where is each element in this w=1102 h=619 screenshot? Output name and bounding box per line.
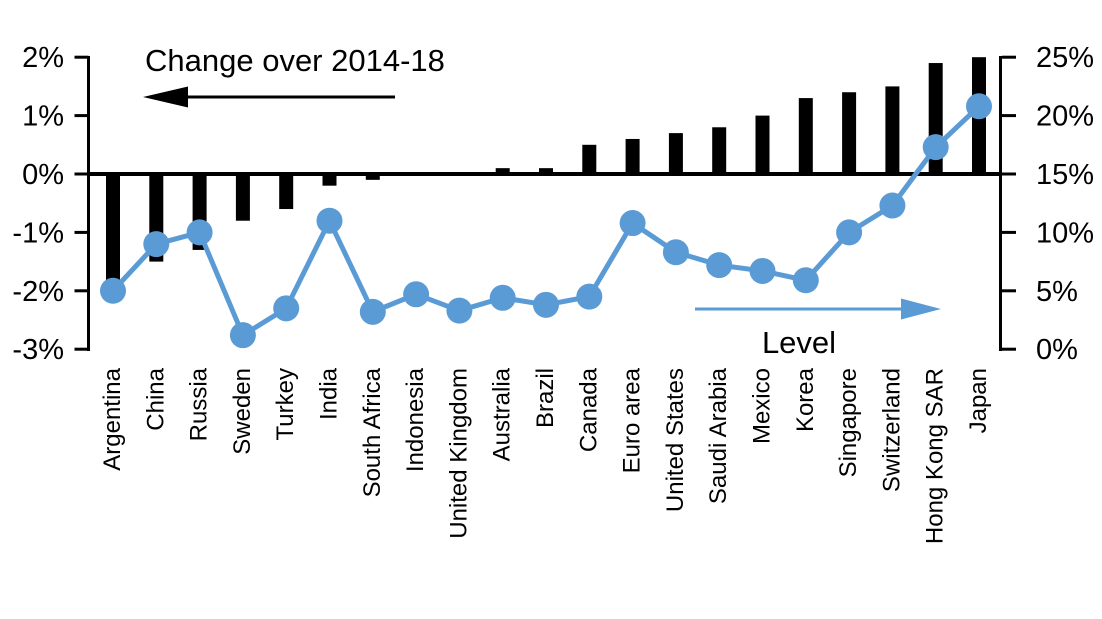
- right-axis-tick: [1002, 289, 1016, 293]
- category-label: South Africa: [359, 367, 386, 497]
- right-axis-tick: [1002, 347, 1016, 351]
- right-axis-tick: [1002, 230, 1016, 234]
- left-axis-tick: [74, 347, 89, 351]
- bar: [582, 144, 597, 174]
- left-axis-tick: [74, 55, 89, 59]
- line-marker: [316, 207, 343, 234]
- line-marker: [533, 291, 559, 318]
- line-marker: [879, 192, 906, 219]
- left-arrow-icon: [143, 86, 395, 108]
- bar: [279, 174, 294, 210]
- right-tick-label: 25%: [1036, 42, 1094, 74]
- left-tick-label: -1%: [12, 217, 64, 249]
- category-label: Russia: [186, 367, 213, 441]
- left-tick-label: 1%: [22, 101, 64, 133]
- bar: [755, 115, 770, 174]
- line-marker: [403, 281, 430, 308]
- left-tick-label: 2%: [22, 42, 64, 74]
- line-marker: [229, 322, 256, 349]
- category-label: Switzerland: [878, 368, 905, 492]
- bar-series-annotation-label: Change over 2014-18: [145, 43, 445, 78]
- right-axis-tick: [1002, 55, 1016, 59]
- bar: [106, 174, 120, 291]
- bar: [365, 174, 380, 180]
- category-labels-layer: Argentina China Russia Sweden Turkey India Sou…: [99, 367, 992, 544]
- line-marker: [186, 219, 213, 246]
- zero-line: [87, 172, 1002, 176]
- category-label: India: [316, 367, 343, 420]
- line-marker: [143, 231, 170, 258]
- category-label: Sweden: [229, 368, 256, 455]
- left-axis-tick: [74, 230, 89, 234]
- line-marker: [489, 284, 516, 311]
- bar: [668, 133, 683, 174]
- bar: [712, 127, 727, 174]
- category-label: Canada: [575, 367, 602, 452]
- axes-layer: 2% 1% 0% -1% -2% -3% 25% 20% 15% 10% 5% 0%: [12, 42, 1094, 366]
- line-marker: [706, 252, 733, 279]
- bar: [539, 168, 553, 174]
- category-label: United Kingdom: [445, 368, 472, 539]
- right-arrow-icon: [695, 298, 941, 320]
- right-axis-line: [999, 56, 1002, 351]
- line-marker: [749, 257, 776, 284]
- left-tick-label: -3%: [12, 334, 64, 366]
- bar: [235, 174, 250, 221]
- right-axis-tick: [1002, 172, 1016, 176]
- right-tick-label: 0%: [1036, 334, 1078, 366]
- left-axis-tick: [74, 114, 89, 118]
- right-tick-label: 20%: [1036, 101, 1094, 133]
- bar: [842, 92, 857, 174]
- line-marker: [619, 210, 646, 237]
- right-tick-label: 15%: [1036, 159, 1094, 191]
- bar: [495, 168, 510, 174]
- right-tick-label: 5%: [1036, 276, 1078, 308]
- bar: [625, 138, 640, 174]
- left-axis-tick: [74, 289, 89, 293]
- right-axis-tick: [1002, 114, 1016, 118]
- line-marker: [922, 134, 949, 161]
- category-label: United States: [662, 368, 689, 512]
- left-tick-label: -2%: [12, 276, 64, 308]
- category-label: Saudi Arabia: [705, 367, 732, 504]
- line-marker: [100, 277, 126, 304]
- line-marker: [576, 283, 603, 310]
- category-label: Turkey: [272, 368, 299, 440]
- category-label: Hong Kong SAR: [922, 368, 949, 544]
- category-label: Japan: [965, 368, 992, 433]
- line-series-annotation-label: Level: [762, 325, 836, 360]
- line-marker: [966, 93, 992, 120]
- line-marker: [836, 219, 863, 246]
- category-label: Korea: [792, 367, 819, 432]
- line-marker: [662, 239, 689, 266]
- bar: [798, 98, 813, 174]
- category-label: Indonesia: [402, 367, 429, 472]
- bar: [885, 86, 900, 174]
- line-marker: [273, 295, 300, 322]
- right-tick-label: 10%: [1036, 217, 1094, 249]
- line-marker: [446, 297, 473, 324]
- left-tick-label: 0%: [22, 159, 64, 191]
- left-axis-line: [87, 56, 90, 351]
- category-label: Singapore: [835, 368, 862, 477]
- line-marker: [792, 267, 819, 294]
- category-label: Mexico: [749, 368, 776, 444]
- category-label: Australia: [489, 367, 516, 461]
- category-label: China: [142, 367, 169, 430]
- line-layer: [100, 93, 992, 349]
- category-label: Euro area: [619, 367, 646, 473]
- left-axis-tick: [74, 172, 89, 176]
- line-marker: [359, 298, 386, 325]
- category-label: Argentina: [99, 367, 126, 470]
- bar: [322, 174, 337, 186]
- category-label: Brazil: [532, 368, 559, 428]
